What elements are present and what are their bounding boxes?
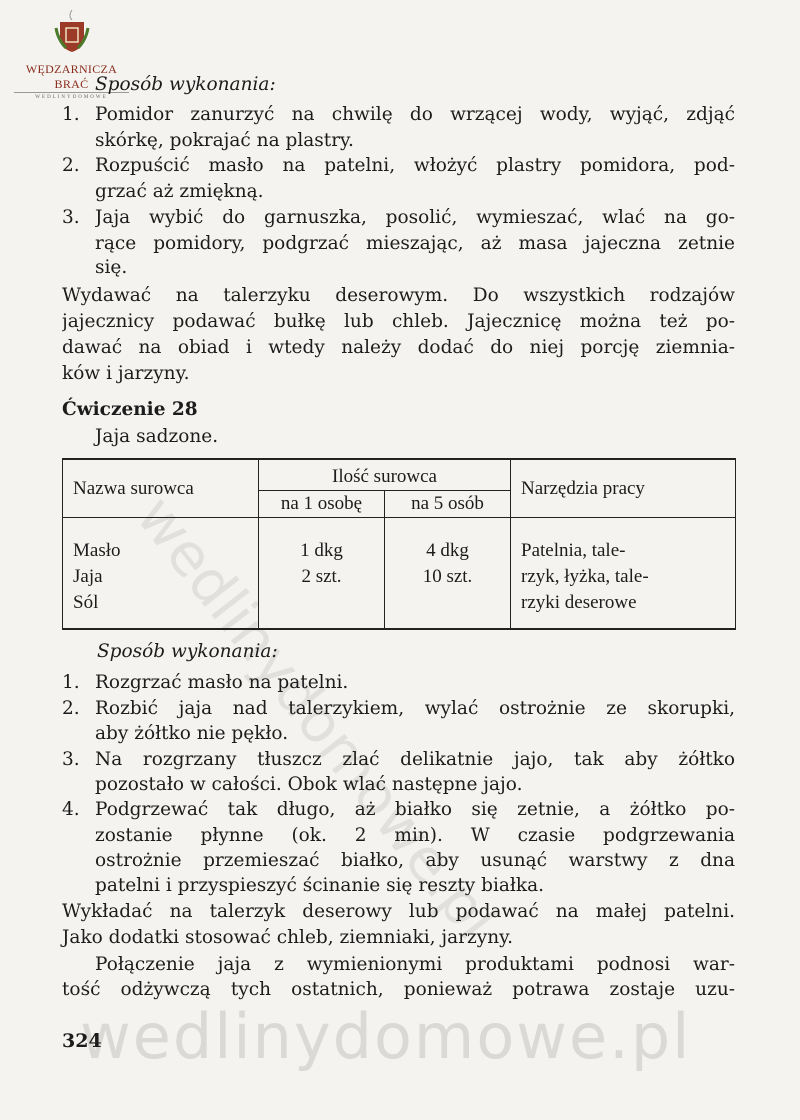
table-cell: rzyki deserowe xyxy=(521,592,637,613)
header-qty: Ilość surowca xyxy=(258,459,511,491)
text-line: grzać aż zmiękną. xyxy=(95,181,264,202)
text-line: Rozpuścić masło na patelni, włożyć plast… xyxy=(95,155,735,176)
table-cell: Patelnia, tale- xyxy=(521,540,626,561)
qty1-cell: 1 dkg 2 szt. xyxy=(258,517,385,629)
exercise-subtitle: Jaja sadzone. xyxy=(95,426,219,447)
item-number: 2. xyxy=(62,155,80,176)
table-cell: 2 szt. xyxy=(301,566,342,587)
header-tools: Narzędzia pracy xyxy=(510,459,736,518)
page-number: 324 xyxy=(62,1030,102,1052)
table-cell: 1 dkg xyxy=(300,540,343,561)
table-cell: 4 dkg xyxy=(426,540,469,561)
text-line: Rozgrzać masło na patelni. xyxy=(95,672,349,693)
header-name: Nazwa surowca xyxy=(62,459,259,518)
text-line: dawać na obiad i wtedy należy dodać do n… xyxy=(62,337,735,358)
names-cell: Masło Jaja Sól xyxy=(62,517,259,629)
text-line: Na rozgrzany tłuszcz zlać delikatnie jaj… xyxy=(95,749,735,770)
table-cell: Sól xyxy=(73,592,99,613)
text-line: skórkę, pokrajać na plastry. xyxy=(95,130,354,151)
logo-subtitle: WEDLINYDOMOWE xyxy=(14,92,129,100)
table-cell: 10 szt. xyxy=(422,566,473,587)
text-line: rące pomidory, podgrzać mieszając, aż ma… xyxy=(95,233,735,254)
text-line: zostanie płynne (ok. 2 min). W czasie po… xyxy=(95,825,735,846)
text-line: Połączenie jaja z wymienionymi produktam… xyxy=(95,954,735,975)
text-line: ostrożnie przemieszać białko, aby usunąć… xyxy=(95,850,735,871)
text-line: się. xyxy=(95,257,128,278)
text-line: pozostało w całości. Obok wlać następne … xyxy=(95,774,523,795)
item-number: 4. xyxy=(62,799,80,820)
item-number: 3. xyxy=(62,207,80,228)
section2-heading: Sposób wykonania: xyxy=(97,641,278,662)
watermark: wedlinydomowe.pl xyxy=(80,1000,692,1073)
item-number: 1. xyxy=(62,672,80,693)
tools-cell: Patelnia, tale- rzyk, łyżka, tale- rzyki… xyxy=(510,517,736,629)
item-number: 3. xyxy=(62,749,80,770)
text-line: tość odżywczą tych ostatnich, ponieważ p… xyxy=(62,979,735,1000)
ingredients-table: Nazwa surowca Ilość surowca Narzędzia pr… xyxy=(62,458,736,630)
text-line: Pomidor zanurzyć na chwilę do wrzącej wo… xyxy=(95,104,735,125)
header-qty5: na 5 osób xyxy=(384,490,511,518)
exercise-title: Ćwiczenie 28 xyxy=(62,399,198,420)
text-line: patelni i przyspieszyć ścinanie się resz… xyxy=(95,875,545,896)
table-cell: Masło xyxy=(73,540,121,561)
text-line: aby żółtko nie pękło. xyxy=(95,723,289,744)
section1-heading: Sposób wykonania: xyxy=(95,74,276,95)
text-line: Podgrzewać tak długo, aż białko się zetn… xyxy=(95,799,735,820)
text-line: Jako dodatki stosować chleb, ziemniaki, … xyxy=(62,927,514,948)
text-line: Wykładać na talerzyk deserowy lub podawa… xyxy=(62,901,735,922)
table-cell: rzyk, łyżka, tale- xyxy=(521,566,649,587)
table-cell: Jaja xyxy=(73,566,103,587)
header-qty1: na 1 osobę xyxy=(258,490,385,518)
qty5-cell: 4 dkg 10 szt. xyxy=(384,517,511,629)
text-line: Wydawać na talerzyku deserowym. Do wszys… xyxy=(62,285,735,306)
item-number: 2. xyxy=(62,698,80,719)
item-number: 1. xyxy=(62,104,80,125)
logo-name: WĘDZARNICZA BRAĆ xyxy=(25,62,118,91)
logo: WĘDZARNICZA BRAĆ WEDLINYDOMOWE xyxy=(14,8,129,100)
text-line: Jaja wybić do garnuszka, posolić, wymies… xyxy=(95,207,735,228)
shield-logo-icon xyxy=(54,9,89,52)
text-line: ków i jarzyny. xyxy=(62,363,190,384)
text-line: jajecznicy podawać bułkę lub chleb. Jaje… xyxy=(62,311,735,332)
text-line: Rozbić jaja nad talerzykiem, wylać ostro… xyxy=(95,698,735,719)
